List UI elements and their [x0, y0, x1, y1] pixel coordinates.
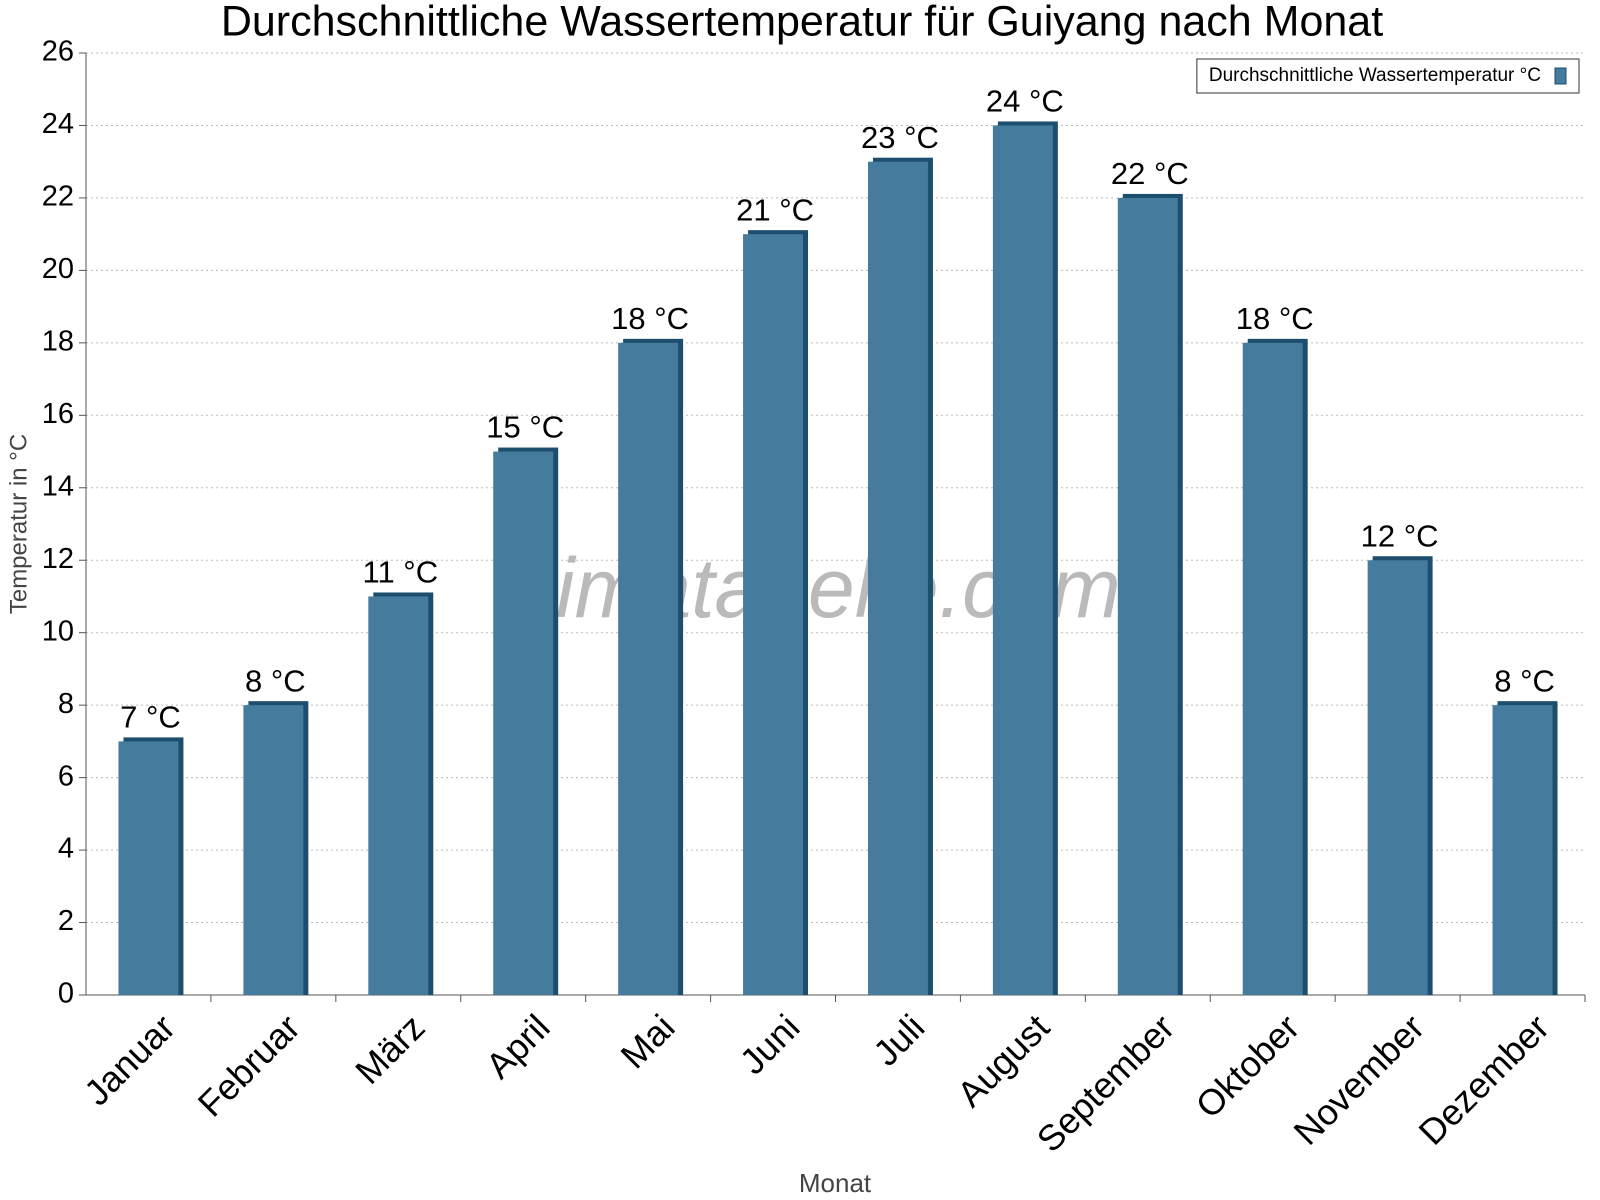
- y-tick-label: 22: [42, 181, 74, 213]
- value-label: 15 °C: [486, 410, 564, 445]
- legend: Durchschnittliche Wassertemperatur °C: [1196, 58, 1580, 94]
- value-label: 11 °C: [363, 555, 439, 590]
- value-label: 8 °C: [245, 663, 306, 698]
- bar: [618, 342, 679, 995]
- value-label: 23 °C: [861, 120, 939, 155]
- y-tick-label: 4: [58, 833, 74, 865]
- bar: [867, 161, 928, 995]
- bar: [1117, 197, 1178, 995]
- bar: [743, 234, 804, 996]
- y-tick-label: 14: [42, 470, 74, 502]
- bar: [368, 596, 429, 995]
- bar: [1367, 560, 1428, 995]
- y-tick-label: 18: [42, 326, 74, 358]
- value-label: 22 °C: [1111, 156, 1189, 191]
- y-tick-label: 0: [58, 978, 74, 1010]
- y-tick-label: 2: [58, 905, 74, 937]
- value-label: 18 °C: [1236, 301, 1314, 336]
- y-tick-label: 20: [42, 253, 74, 285]
- y-tick-label: 10: [42, 615, 74, 647]
- bar: [243, 705, 304, 995]
- bar: [118, 741, 179, 995]
- y-tick-label: 6: [58, 760, 74, 792]
- value-label: 21 °C: [736, 192, 814, 227]
- y-tick-label: 24: [42, 108, 74, 140]
- y-tick-label: 8: [58, 688, 74, 720]
- bar: [992, 125, 1053, 995]
- bar: [1242, 342, 1303, 995]
- bar: [1492, 705, 1553, 995]
- value-label: 12 °C: [1361, 518, 1439, 553]
- x-axis-label: Monat: [799, 1168, 872, 1198]
- value-label: 7 °C: [120, 700, 181, 735]
- value-label: 8 °C: [1494, 663, 1555, 698]
- y-tick-label: 16: [42, 398, 74, 430]
- legend-box: [1196, 58, 1580, 94]
- legend-label: Durchschnittliche Wassertemperatur °C: [1209, 65, 1541, 86]
- y-tick-label: 12: [42, 543, 74, 575]
- value-label: 24 °C: [986, 84, 1064, 119]
- y-tick-label: 26: [42, 36, 74, 68]
- legend-swatch: [1554, 67, 1567, 85]
- value-label: 18 °C: [611, 301, 689, 336]
- y-axis-label: Temperatur in °C: [5, 434, 32, 614]
- bar: [493, 451, 554, 995]
- chart-title: Durchschnittliche Wassertemperatur für G…: [221, 0, 1383, 45]
